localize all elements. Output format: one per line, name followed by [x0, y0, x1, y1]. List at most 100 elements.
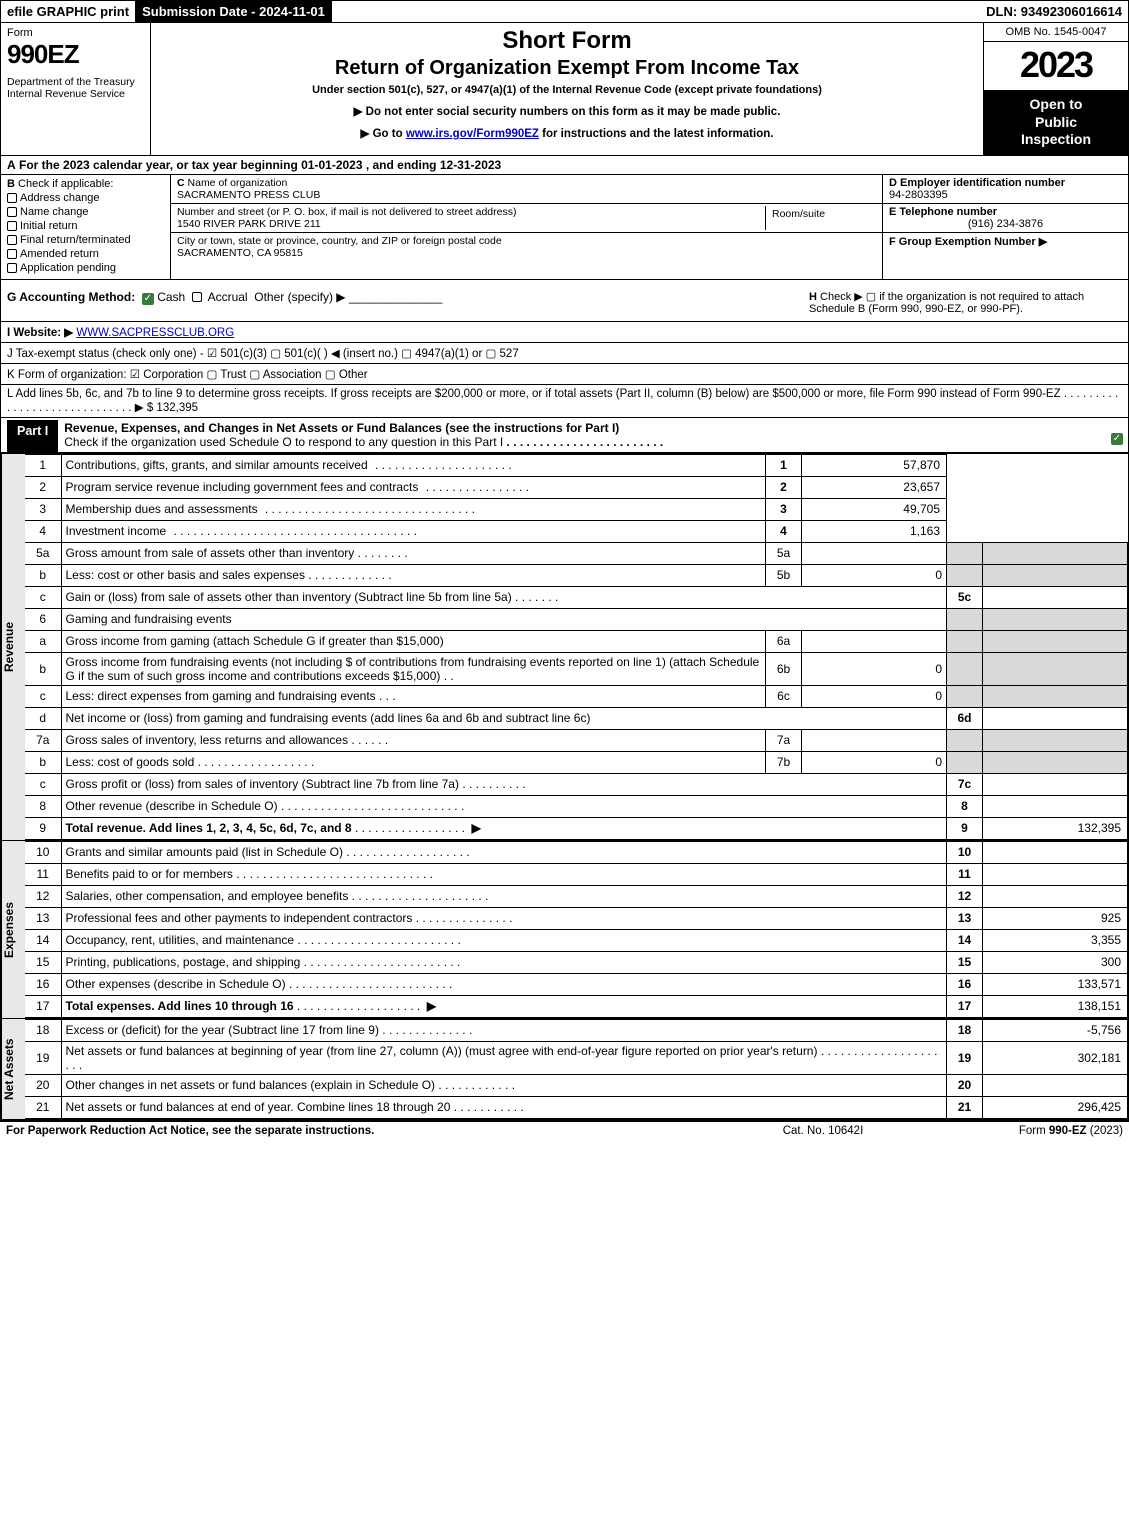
- org-city: SACRAMENTO, CA 95815: [177, 247, 303, 259]
- line-8: 8Other revenue (describe in Schedule O) …: [25, 795, 1128, 817]
- form-label: Form: [7, 27, 144, 39]
- row-k-orgform: K Form of organization: ☑ Corporation ▢ …: [1, 364, 1128, 385]
- open-inspection: Open to Public Inspection: [984, 90, 1128, 155]
- cat-no: Cat. No. 10642I: [723, 1125, 923, 1137]
- revenue-section: Revenue 1Contributions, gifts, grants, a…: [1, 453, 1128, 840]
- form-number: 990EZ: [7, 39, 144, 70]
- page-footer: For Paperwork Reduction Act Notice, see …: [0, 1121, 1129, 1140]
- schedule-b-check: H Check ▶ ▢ if the organization is not r…: [803, 280, 1128, 321]
- row-l-gross: L Add lines 5b, 6c, and 7b to line 9 to …: [1, 385, 1128, 418]
- line-15: 15Printing, publications, postage, and s…: [25, 951, 1128, 973]
- part-tab: Part I: [7, 420, 58, 452]
- chk-final-return[interactable]: Final return/terminated: [7, 234, 164, 246]
- city-block: City or town, state or province, country…: [171, 233, 882, 261]
- line-13: 13Professional fees and other payments t…: [25, 907, 1128, 929]
- form-outer: efile GRAPHIC print Submission Date - 20…: [0, 0, 1129, 1121]
- room-suite: Room/suite: [766, 206, 876, 230]
- part-i-schedule-o-check[interactable]: ✓: [1106, 418, 1128, 452]
- dln: DLN: 93492306016614: [980, 1, 1128, 22]
- group-exemption: F Group Exemption Number ▶: [883, 232, 1128, 250]
- line-19: 19Net assets or fund balances at beginni…: [25, 1041, 1128, 1074]
- chk-name-change[interactable]: Name change: [7, 206, 164, 218]
- phone-block: E Telephone number (916) 234-3876: [883, 203, 1128, 232]
- header-center: Short Form Return of Organization Exempt…: [151, 23, 983, 155]
- line-3: 3Membership dues and assessments . . . .…: [25, 498, 1128, 520]
- line-20: 20Other changes in net assets or fund ba…: [25, 1074, 1128, 1096]
- submission-date: Submission Date - 2024-11-01: [136, 1, 332, 22]
- form-footer-id: Form 990-EZ (2023): [923, 1125, 1123, 1137]
- expenses-table: 10Grants and similar amounts paid (list …: [25, 841, 1128, 1018]
- row-g-h: G Accounting Method: ✓ Cash Accrual Othe…: [1, 280, 1128, 322]
- accrual-checkbox[interactable]: [192, 292, 202, 302]
- paperwork-notice: For Paperwork Reduction Act Notice, see …: [6, 1125, 723, 1137]
- tax-year: 2023: [984, 42, 1128, 90]
- line-12: 12Salaries, other compensation, and empl…: [25, 885, 1128, 907]
- line-7b: bLess: cost of goods sold . . . . . . . …: [25, 751, 1128, 773]
- header-right: OMB No. 1545-0047 2023 Open to Public In…: [983, 23, 1128, 155]
- line-14: 14Occupancy, rent, utilities, and mainte…: [25, 929, 1128, 951]
- expenses-section: Expenses 10Grants and similar amounts pa…: [1, 840, 1128, 1018]
- col-b: B Check if applicable: Address change Na…: [1, 175, 171, 279]
- accounting-method: G Accounting Method: ✓ Cash Accrual Othe…: [1, 280, 803, 321]
- line-16: 16Other expenses (describe in Schedule O…: [25, 973, 1128, 995]
- line-6b: bGross income from fundraising events (n…: [25, 652, 1128, 685]
- website-link[interactable]: WWW.SACPRESSCLUB.ORG: [76, 327, 234, 339]
- part-i-header: Part I Revenue, Expenses, and Changes in…: [1, 418, 1128, 453]
- line-11: 11Benefits paid to or for members . . . …: [25, 863, 1128, 885]
- chk-application-pending[interactable]: Application pending: [7, 262, 164, 274]
- line-5a: 5aGross amount from sale of assets other…: [25, 542, 1128, 564]
- title-short-form: Short Form: [157, 27, 977, 55]
- irs-link[interactable]: www.irs.gov/Form990EZ: [406, 128, 539, 140]
- org-street: 1540 RIVER PARK DRIVE 211: [177, 218, 321, 230]
- line-7a: 7aGross sales of inventory, less returns…: [25, 729, 1128, 751]
- efile-label: efile GRAPHIC print: [1, 1, 136, 22]
- row-a: A For the 2023 calendar year, or tax yea…: [1, 156, 1128, 175]
- line-1: 1Contributions, gifts, grants, and simil…: [25, 454, 1128, 476]
- col-c: C Name of organization SACRAMENTO PRESS …: [171, 175, 883, 279]
- row-j-status: J Tax-exempt status (check only one) - ☑…: [1, 343, 1128, 364]
- line-5b: bLess: cost or other basis and sales exp…: [25, 564, 1128, 586]
- revenue-table: 1Contributions, gifts, grants, and simil…: [25, 454, 1128, 840]
- line-4: 4Investment income . . . . . . . . . . .…: [25, 520, 1128, 542]
- ein-block: D Employer identification number 94-2803…: [883, 175, 1128, 203]
- top-bar: efile GRAPHIC print Submission Date - 20…: [1, 1, 1128, 23]
- row-i-website: I Website: ▶ WWW.SACPRESSCLUB.ORG: [1, 322, 1128, 343]
- block-b-through-f: B Check if applicable: Address change Na…: [1, 175, 1128, 280]
- phone-value: (916) 234-3876: [889, 218, 1122, 230]
- form-header: Form 990EZ Department of the Treasury In…: [1, 23, 1128, 156]
- title-return: Return of Organization Exempt From Incom…: [157, 57, 977, 80]
- header-left: Form 990EZ Department of the Treasury In…: [1, 23, 151, 155]
- line-6c: cLess: direct expenses from gaming and f…: [25, 685, 1128, 707]
- subtitle-section: Under section 501(c), 527, or 4947(a)(1)…: [157, 84, 977, 96]
- revenue-side-label: Revenue: [1, 454, 25, 840]
- chk-address-change[interactable]: Address change: [7, 192, 164, 204]
- subtitle-ssn: ▶ Do not enter social security numbers o…: [157, 104, 977, 118]
- line-21: 21Net assets or fund balances at end of …: [25, 1096, 1128, 1118]
- org-name-block: C Name of organization SACRAMENTO PRESS …: [171, 175, 882, 204]
- ein-value: 94-2803395: [889, 189, 948, 201]
- omb-number: OMB No. 1545-0047: [984, 23, 1128, 42]
- line-10: 10Grants and similar amounts paid (list …: [25, 841, 1128, 863]
- line-9: 9Total revenue. Add lines 1, 2, 3, 4, 5c…: [25, 817, 1128, 839]
- line-18: 18Excess or (deficit) for the year (Subt…: [25, 1019, 1128, 1041]
- netassets-section: Net Assets 18Excess or (deficit) for the…: [1, 1018, 1128, 1120]
- line-6: 6Gaming and fundraising events: [25, 608, 1128, 630]
- line-2: 2Program service revenue including gover…: [25, 476, 1128, 498]
- addr-block: Number and street (or P. O. box, if mail…: [171, 204, 882, 233]
- chk-initial-return[interactable]: Initial return: [7, 220, 164, 232]
- netassets-table: 18Excess or (deficit) for the year (Subt…: [25, 1019, 1128, 1119]
- expenses-side-label: Expenses: [1, 841, 25, 1018]
- gross-receipts: $ 132,395: [147, 402, 198, 414]
- col-def: D Employer identification number 94-2803…: [883, 175, 1128, 279]
- cash-checkbox[interactable]: ✓: [142, 293, 154, 305]
- netassets-side-label: Net Assets: [1, 1019, 25, 1119]
- chk-amended-return[interactable]: Amended return: [7, 248, 164, 260]
- line-5c: cGain or (loss) from sale of assets othe…: [25, 586, 1128, 608]
- subtitle-goto: ▶ Go to www.irs.gov/Form990EZ for instru…: [157, 126, 977, 140]
- line-7c: cGross profit or (loss) from sales of in…: [25, 773, 1128, 795]
- dept-label: Department of the Treasury Internal Reve…: [7, 76, 144, 100]
- line-6a: aGross income from gaming (attach Schedu…: [25, 630, 1128, 652]
- line-17: 17Total expenses. Add lines 10 through 1…: [25, 995, 1128, 1017]
- org-name: SACRAMENTO PRESS CLUB: [177, 189, 320, 201]
- line-6d: dNet income or (loss) from gaming and fu…: [25, 707, 1128, 729]
